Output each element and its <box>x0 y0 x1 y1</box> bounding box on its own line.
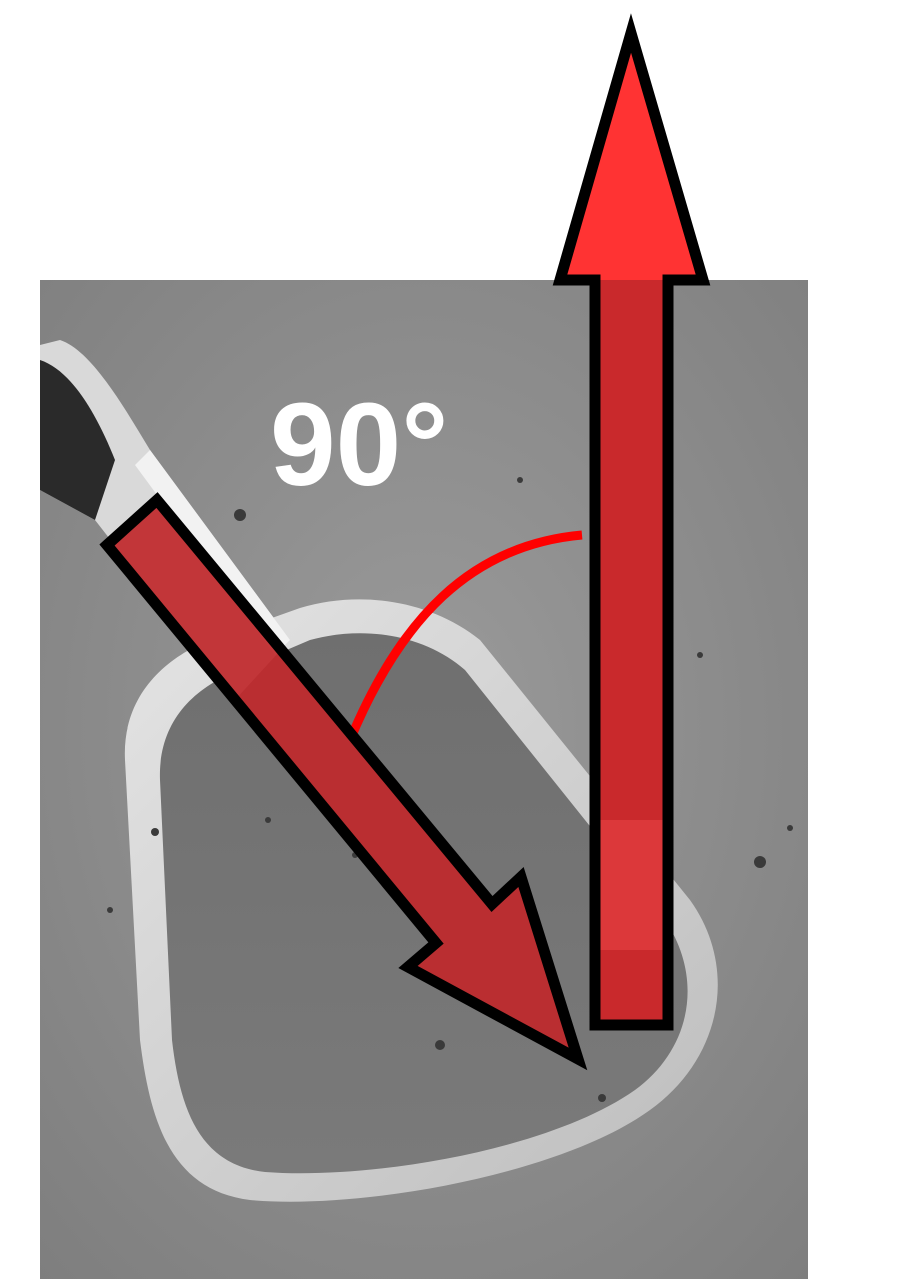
vertical-arrow <box>552 13 711 1031</box>
angle-arc <box>345 530 583 742</box>
angle-label: 90° <box>270 379 448 511</box>
diagonal-arrow <box>99 492 588 1071</box>
